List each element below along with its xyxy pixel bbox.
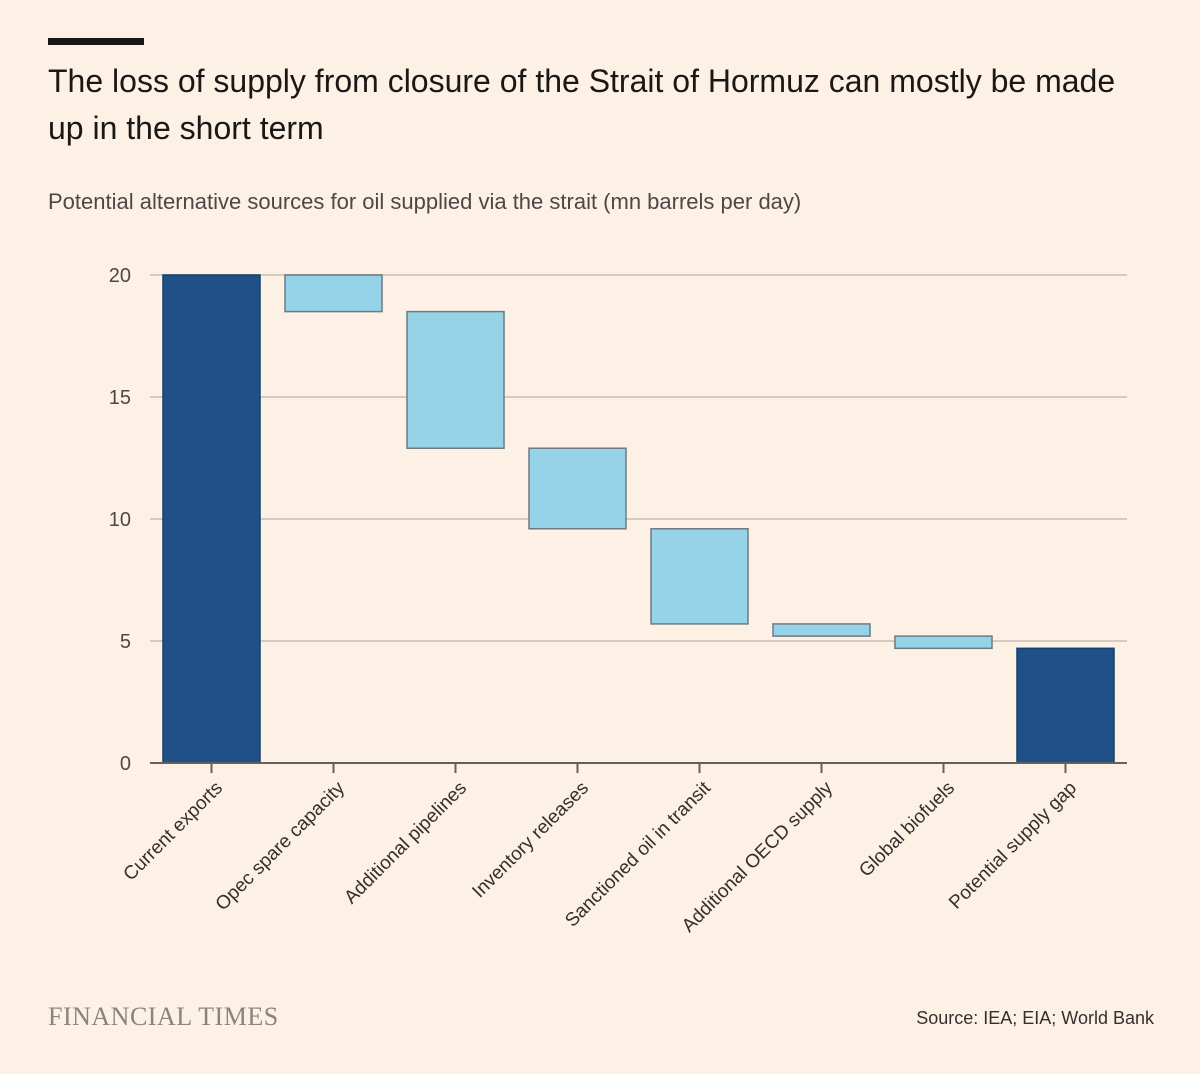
x-tick-label: Potential supply gap: [945, 778, 1081, 914]
y-tick-label: 15: [109, 387, 131, 409]
bar-sanctioned-oil-in-transit: [650, 528, 749, 625]
x-tick-label: Opec spare capacity: [212, 777, 350, 915]
x-tick-label: Current exports: [120, 778, 227, 885]
x-axis: [150, 762, 1127, 773]
y-tick-label: 10: [109, 509, 131, 531]
y-tick-label: 20: [109, 265, 131, 287]
bar-current-exports: [162, 274, 261, 764]
title-rule: [48, 38, 144, 45]
bar-opec-spare-capacity: [284, 274, 383, 313]
bar-global-biofuels: [894, 635, 993, 650]
source-note: Source: IEA; EIA; World Bank: [916, 1008, 1154, 1028]
bar-additional-pipelines: [406, 310, 505, 449]
chart-subtitle: Potential alternative sources for oil su…: [48, 189, 802, 214]
chart-title: The loss of supply from closure of the S…: [48, 63, 1116, 146]
x-tick-label: Inventory releases: [468, 778, 593, 903]
bar-additional-oecd-supply: [772, 623, 871, 637]
y-tick-label: 0: [120, 753, 131, 775]
gridlines: [150, 274, 1127, 642]
bar-inventory-releases: [528, 447, 627, 530]
bars: [162, 274, 1115, 764]
y-tick-label: 5: [120, 631, 131, 653]
x-tick-label: Additional pipelines: [340, 778, 471, 909]
bar-potential-supply-gap: [1016, 647, 1115, 764]
ft-logo: FINANCIAL TIMES: [48, 1002, 279, 1031]
x-tick-label: Global biofuels: [855, 778, 959, 882]
